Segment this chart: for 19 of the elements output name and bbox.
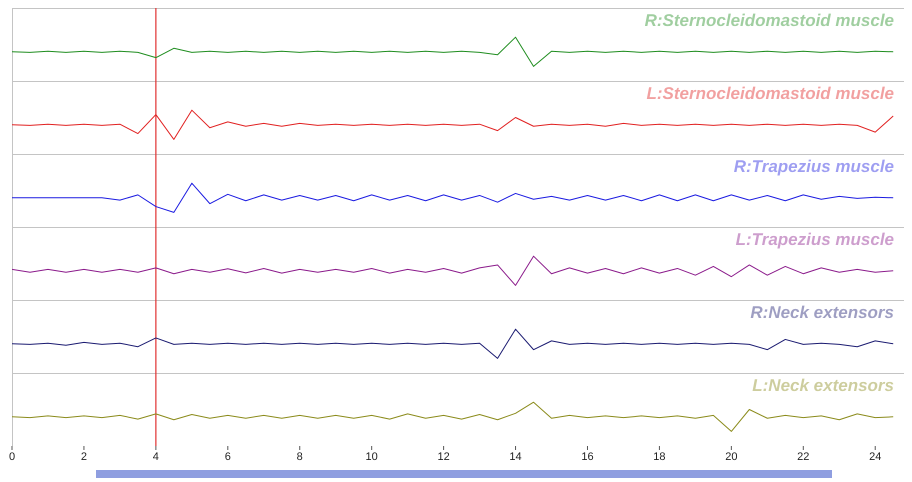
series-label: R:Trapezius muscle [734, 157, 894, 177]
series-label: L:Trapezius muscle [736, 230, 894, 250]
x-tick-label: 16 [581, 450, 594, 463]
x-tick-label: 14 [509, 450, 522, 463]
series-label: R:Neck extensors [750, 303, 894, 323]
x-tick-label: 10 [366, 450, 378, 463]
series-label: R:Sternocleidomastoid muscle [644, 11, 894, 31]
x-tick-label: 8 [296, 450, 303, 463]
x-tick-label: 0 [8, 450, 16, 463]
x-tick-label: 18 [653, 450, 666, 463]
x-tick-label: 20 [725, 450, 738, 463]
x-tick-label: 22 [797, 450, 810, 463]
x-tick-label: 4 [152, 450, 159, 463]
x-tick-label: 2 [80, 450, 87, 463]
series-label: L:Sternocleidomastoid muscle [646, 84, 894, 104]
x-tick-label: 24 [869, 450, 882, 463]
x-tick-label: 12 [437, 450, 450, 463]
series-label: L:Neck extensors [752, 376, 894, 396]
x-tick-label: 6 [224, 450, 231, 463]
